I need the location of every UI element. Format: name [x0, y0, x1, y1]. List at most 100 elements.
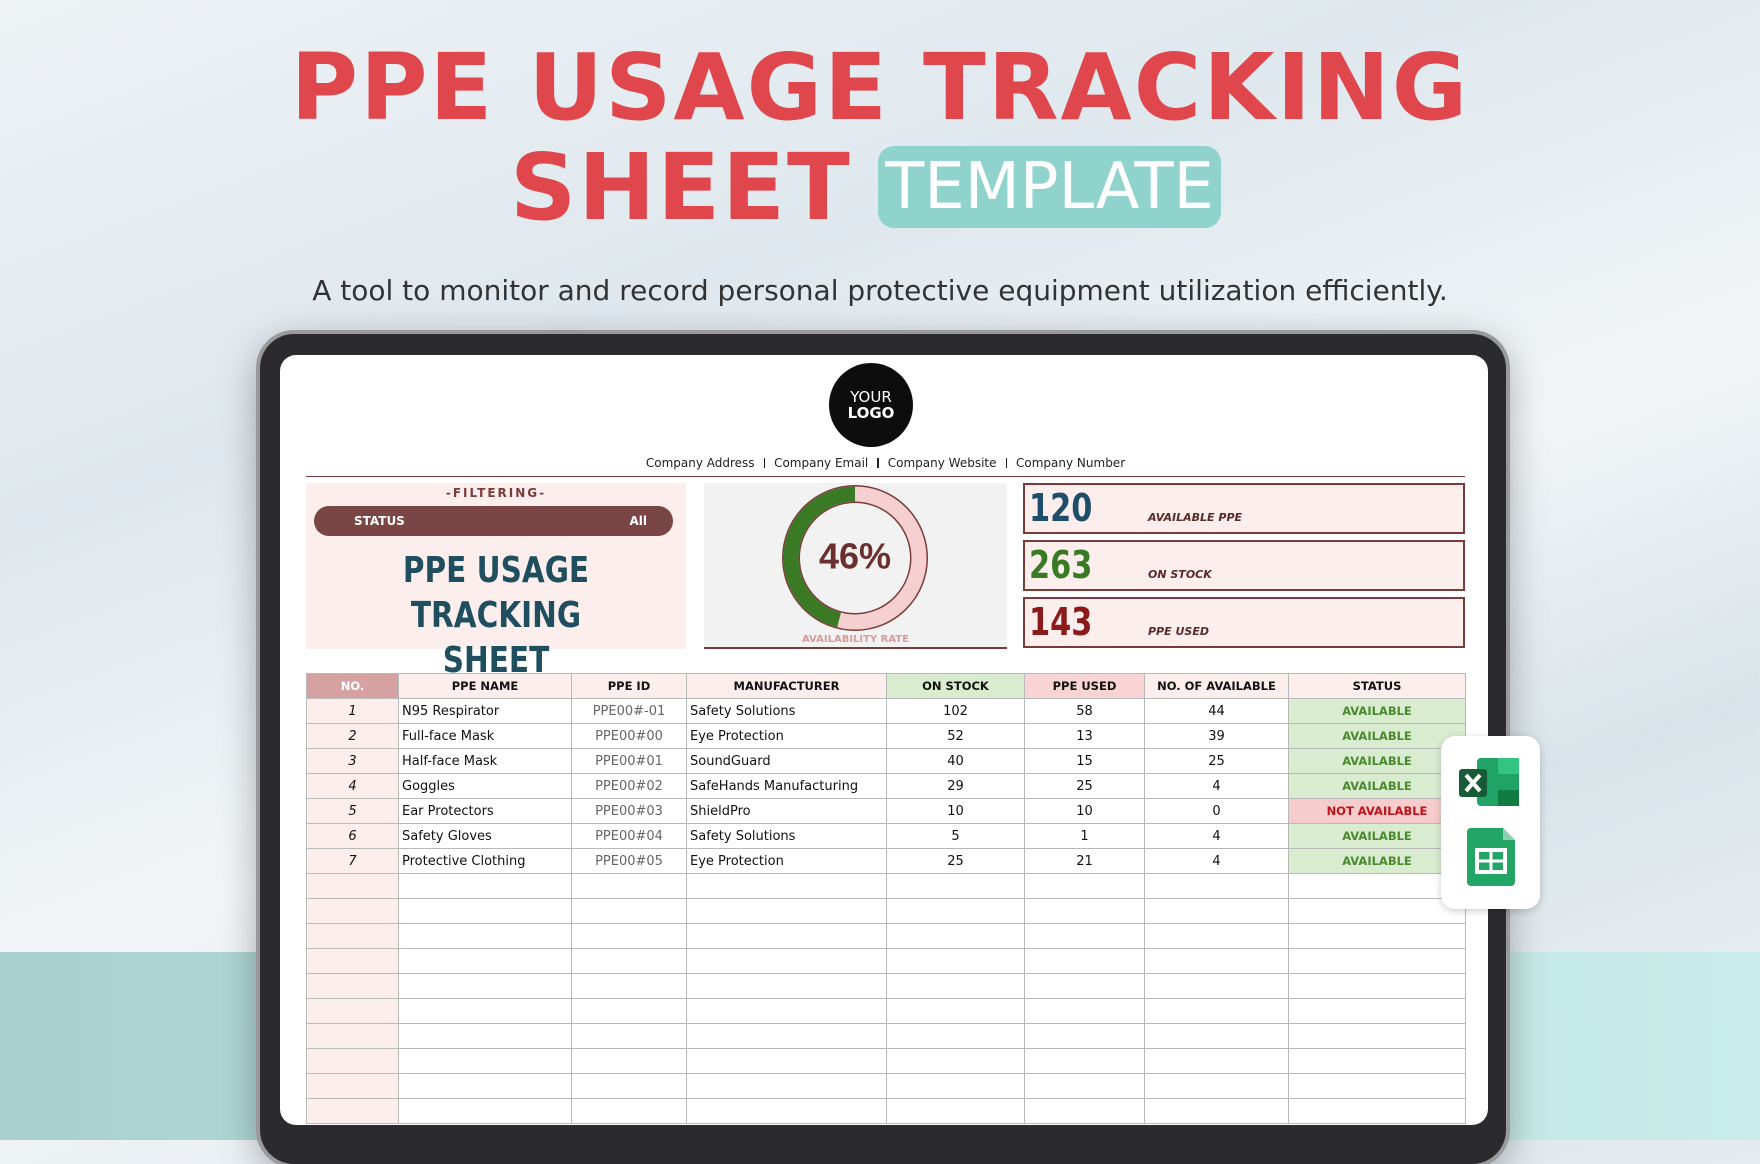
empty-cell — [886, 973, 1025, 999]
empty-cell — [1144, 898, 1289, 924]
empty-cell — [686, 1023, 887, 1049]
table-cell: SoundGuard — [686, 748, 887, 774]
empty-cell — [1288, 1073, 1466, 1099]
empty-row — [306, 973, 1466, 999]
table-cell: 13 — [1024, 723, 1145, 749]
empty-cell — [886, 923, 1025, 949]
table-cell: 5 — [306, 798, 399, 824]
logo: YOUR LOGO — [829, 363, 913, 447]
excel-icon-part — [1498, 758, 1519, 774]
empty-row — [306, 948, 1466, 974]
table-row: 6 Safety Gloves PPE00#04 Safety Solutions 5 1… — [306, 823, 1466, 849]
sheet-title-line: PPE USAGE TRACKING — [402, 550, 590, 636]
filter-label: STATUS — [354, 514, 405, 528]
table-cell: AVAILABLE — [1288, 773, 1466, 799]
table-cell: 3 — [306, 748, 399, 774]
empty-cell — [571, 1048, 687, 1074]
empty-cell — [1024, 1048, 1145, 1074]
kpi-label: ON STOCK — [1148, 568, 1212, 581]
title: SHEET — [510, 134, 852, 241]
empty-cell — [398, 873, 572, 899]
empty-cell — [571, 1098, 687, 1124]
empty-row — [306, 1073, 1466, 1099]
company-field: Company Address — [645, 456, 755, 470]
table-cell: 29 — [886, 773, 1025, 799]
kpi-card: 120 AVAILABLE PPE — [1023, 483, 1465, 534]
empty-cell — [571, 948, 687, 974]
kpi-value: 120 — [1029, 486, 1093, 530]
table-cell: 25 — [886, 848, 1025, 874]
table-cell: Eye Protection — [686, 723, 887, 749]
empty-cell — [1144, 948, 1289, 974]
empty-cell — [686, 973, 887, 999]
donut-caption: AVAILABILITY RATE — [802, 634, 909, 645]
empty-row — [306, 1023, 1466, 1049]
table-cell: 4 — [1144, 823, 1289, 849]
subtitle: A tool to monitor and record personal pr… — [312, 274, 1448, 307]
table-row: 3 Half-face Mask PPE00#01 SoundGuard 40 15 25 A… — [306, 748, 1466, 774]
empty-cell — [1024, 1098, 1145, 1124]
empty-cell — [1144, 1098, 1289, 1124]
table-cell: Safety Gloves — [398, 823, 572, 849]
empty-cell — [398, 1048, 572, 1074]
filter-heading: -FILTERING- — [445, 486, 547, 500]
table-cell: 1 — [306, 698, 399, 724]
column-header: PPE USED — [1024, 673, 1145, 699]
empty-cell — [1024, 1023, 1145, 1049]
table-cell: ShieldPro — [686, 798, 887, 824]
empty-cell — [306, 973, 399, 999]
empty-cell — [1144, 1023, 1289, 1049]
empty-cell — [1144, 998, 1289, 1024]
table-row: 7 Protective Clothing PPE00#05 Eye Protecti… — [306, 848, 1466, 874]
kpi-card: 143 PPE USED — [1023, 597, 1465, 648]
table-cell: 10 — [1024, 798, 1145, 824]
empty-cell — [1144, 973, 1289, 999]
empty-cell — [1024, 1073, 1145, 1099]
empty-cell — [571, 923, 687, 949]
empty-cell — [886, 948, 1025, 974]
table-cell: Half-face Mask — [398, 748, 572, 774]
sheets-icon-fold — [1503, 828, 1515, 840]
table-cell: 4 — [306, 773, 399, 799]
empty-cell — [1288, 1098, 1466, 1124]
empty-cell — [1144, 873, 1289, 899]
table-cell: Full-face Mask — [398, 723, 572, 749]
filter-dropdown[interactable]: STATUS All — [314, 506, 673, 536]
empty-cell — [1288, 898, 1466, 924]
empty-cell — [1288, 973, 1466, 999]
table-cell: 52 — [886, 723, 1025, 749]
table-cell: Safety Solutions — [686, 698, 887, 724]
table-cell: PPE00#00 — [571, 723, 687, 749]
table-row: 2 Full-face Mask PPE00#00 Eye Protection 52 1… — [306, 723, 1466, 749]
column-header: PPE ID — [571, 673, 687, 699]
table-cell: PPE00#02 — [571, 773, 687, 799]
empty-cell — [1024, 948, 1145, 974]
table-cell: 4 — [1144, 848, 1289, 874]
empty-cell — [571, 973, 687, 999]
table-cell: 21 — [1024, 848, 1145, 874]
empty-cell — [1288, 923, 1466, 949]
table-row: 1 N95 Respirator PPE00#-01 Safety Solutions… — [306, 698, 1466, 724]
empty-cell — [1024, 973, 1145, 999]
company-field: Company Number — [1016, 456, 1126, 470]
empty-cell — [1144, 923, 1289, 949]
company-info: Company Address Company Email Company Webs… — [306, 456, 1465, 470]
company-field: Company Website — [887, 456, 997, 470]
empty-cell — [1144, 1073, 1289, 1099]
donut-arc — [783, 486, 856, 628]
table-cell: 4 — [1144, 773, 1289, 799]
empty-row — [306, 923, 1466, 949]
table-cell: Ear Protectors — [398, 798, 572, 824]
table-cell: 44 — [1144, 698, 1289, 724]
empty-cell — [571, 873, 687, 899]
badge: TEMPLATE — [878, 146, 1221, 228]
table-cell: SafeHands Manufacturing — [686, 773, 887, 799]
empty-cell — [1288, 1048, 1466, 1074]
separator — [1005, 458, 1008, 468]
kpi-label: AVAILABLE PPE — [1148, 511, 1243, 524]
table-cell: 1 — [1024, 823, 1145, 849]
table-cell: PPE00#05 — [571, 848, 687, 874]
empty-cell — [571, 1023, 687, 1049]
excel-icon-part — [1498, 790, 1519, 806]
